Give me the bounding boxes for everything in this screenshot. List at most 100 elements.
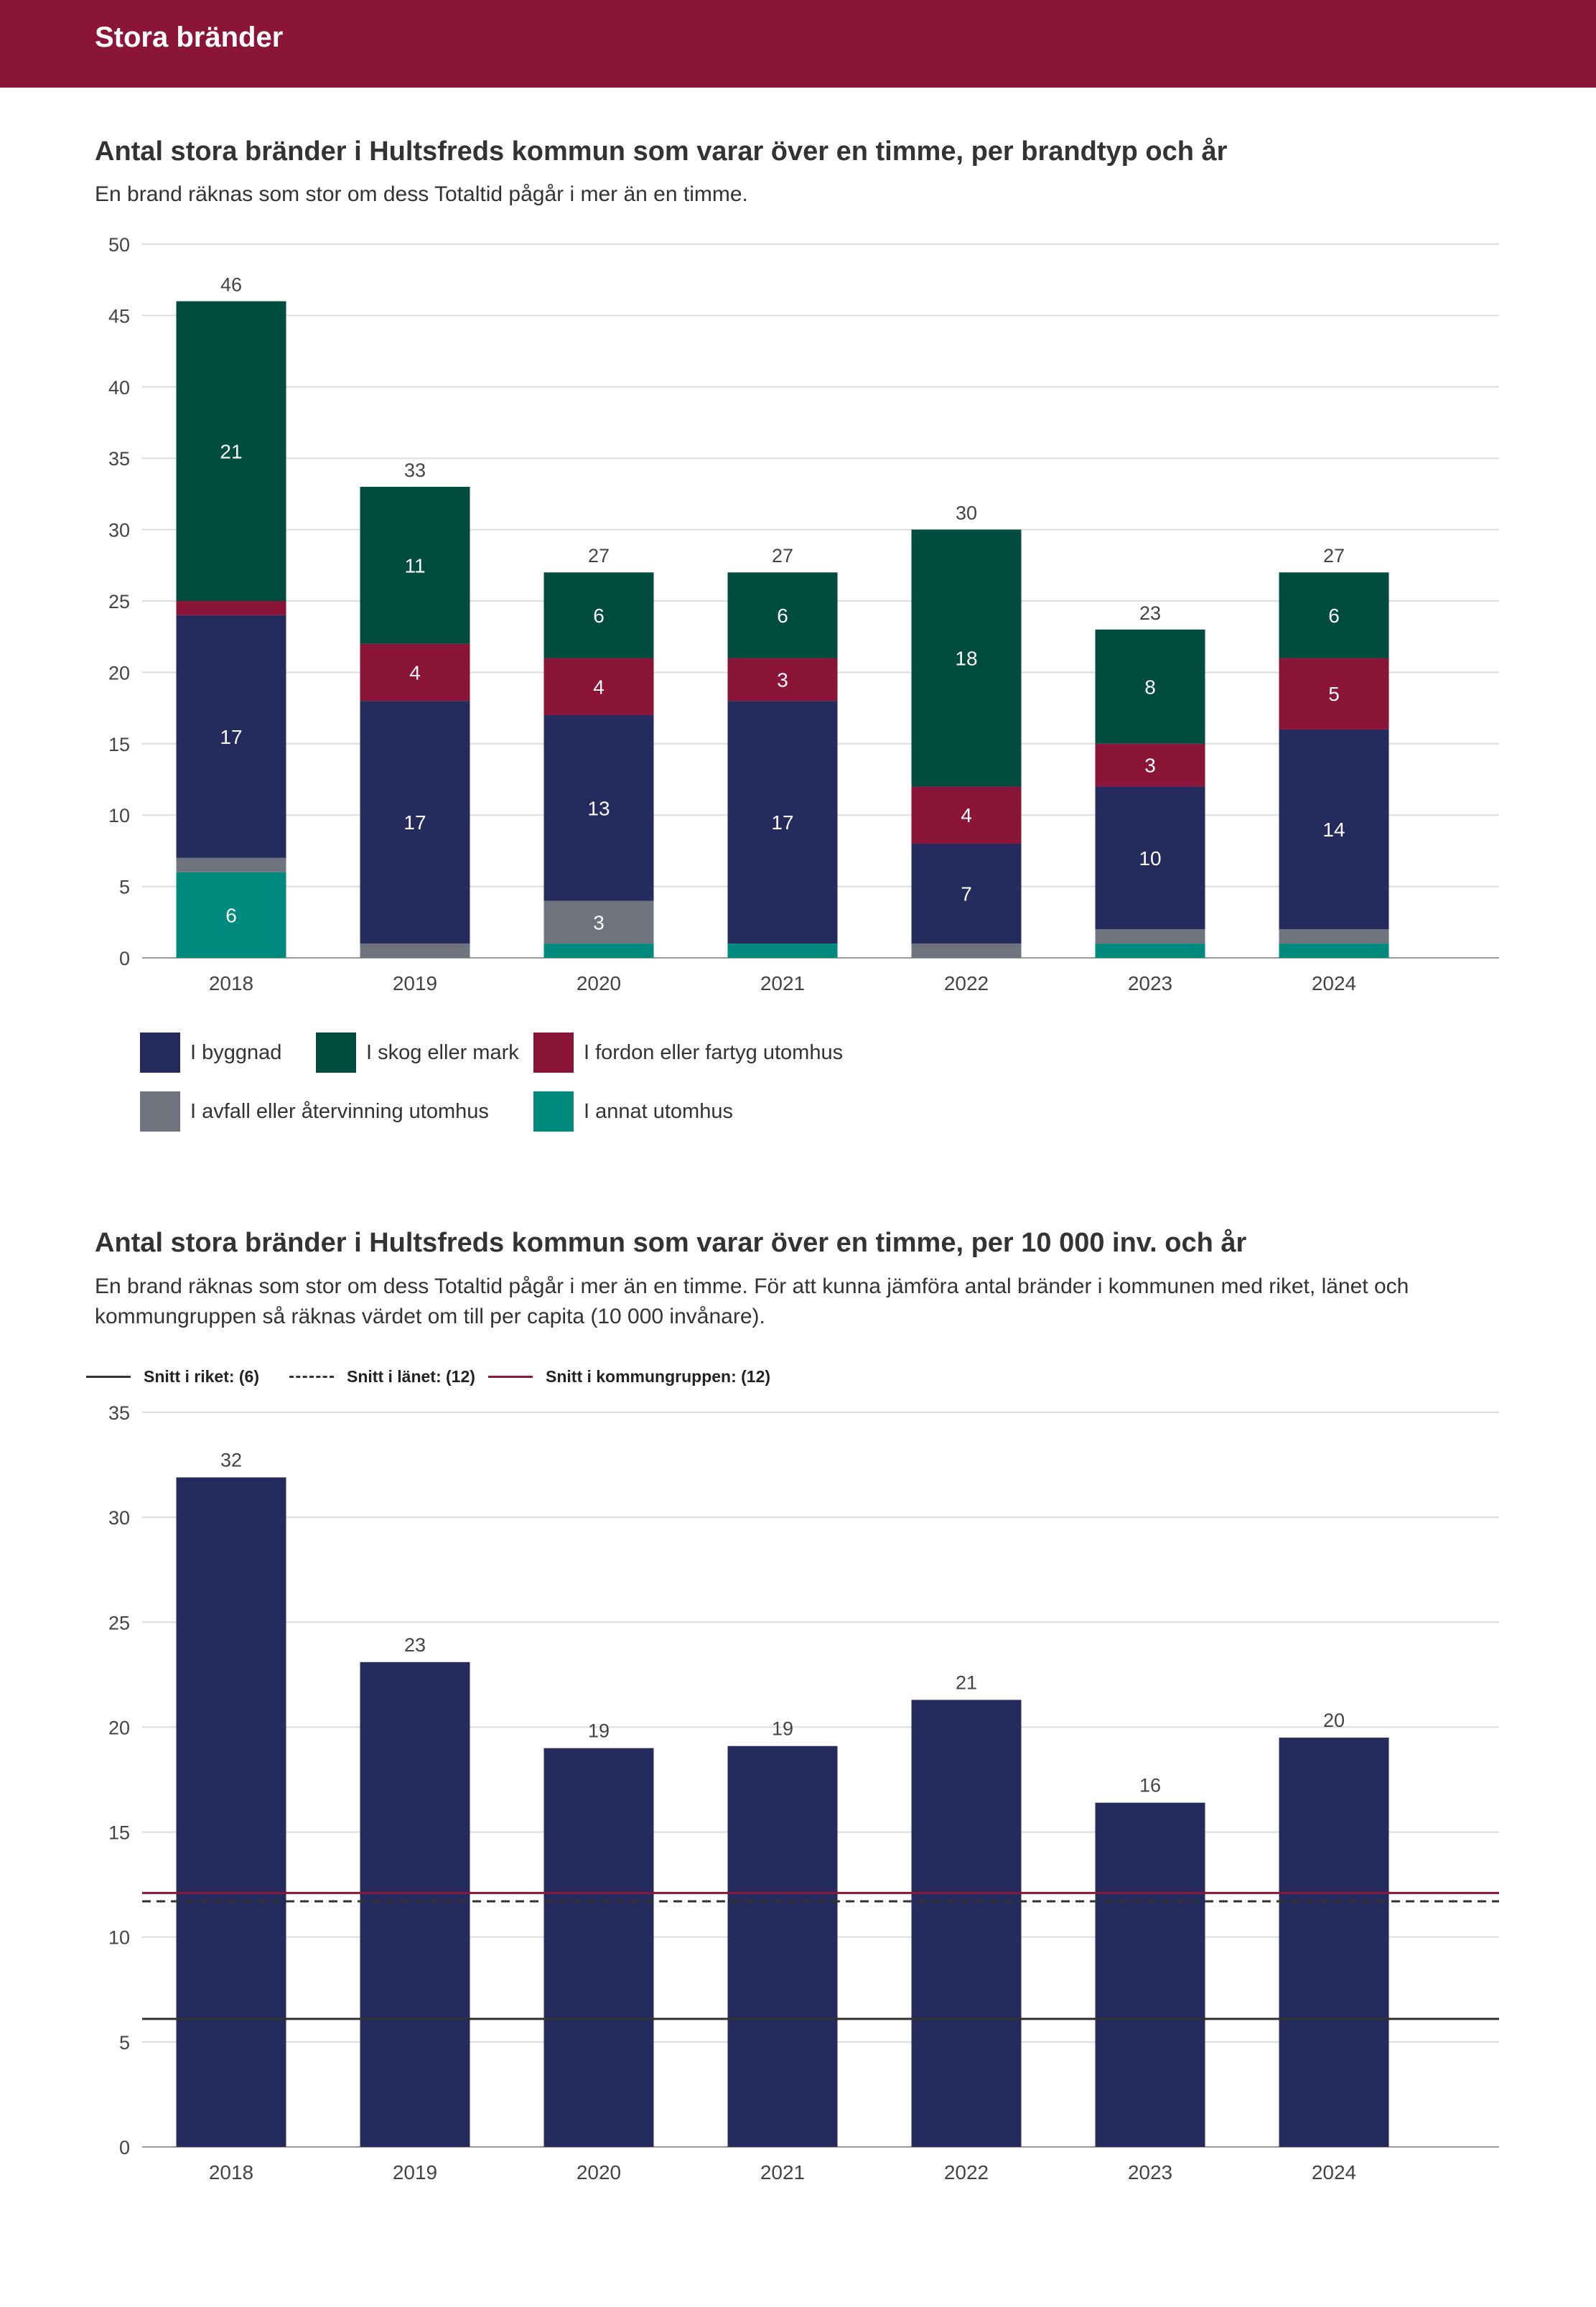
segment-value-label: 7: [961, 883, 972, 905]
bar-total-label: 23: [1139, 602, 1161, 624]
bar-segment: [1095, 786, 1205, 930]
reference-legend-label: Snitt i kommungruppen: (12): [546, 1367, 771, 1386]
bar-segment: [1279, 929, 1389, 944]
y-tick-label: 25: [108, 1612, 130, 1633]
y-tick-label: 5: [119, 2032, 130, 2054]
bar-segment: [543, 715, 654, 901]
segment-value-label: 6: [777, 605, 788, 627]
legend-item: I byggnad: [140, 1033, 281, 1073]
x-tick-label: 2019: [393, 972, 437, 994]
legend-item: I annat utomhus: [533, 1091, 733, 1132]
y-tick-label: 35: [108, 448, 130, 470]
segment-value-label: 11: [404, 554, 425, 577]
bar-segment: [176, 601, 286, 615]
legend-label: I fordon eller fartyg utomhus: [584, 1040, 844, 1064]
bar-total-label: 27: [588, 545, 610, 567]
y-tick-label: 35: [108, 1402, 130, 1424]
legend-item: I skog eller mark: [316, 1033, 519, 1073]
chart2-title: Antal stora bränder i Hultsfreds kommun …: [95, 1228, 1247, 1258]
y-tick-label: 20: [108, 1717, 130, 1738]
reference-legend-line: [488, 1376, 533, 1378]
y-tick-label: 15: [108, 734, 130, 755]
legend-item: I fordon eller fartyg utomhus: [533, 1033, 843, 1073]
bar-segment: [727, 701, 838, 944]
chart1-title: Antal stora bränder i Hultsfreds kommun …: [95, 136, 1228, 167]
y-tick-label: 30: [108, 1507, 130, 1529]
header-bar: Stora bränder: [0, 0, 1596, 88]
x-tick-label: 2024: [1312, 972, 1356, 994]
bar-segment: [911, 786, 1022, 844]
page-title: Stora bränder: [95, 22, 284, 53]
bar-segment: [360, 701, 470, 944]
bar-segment: [1279, 658, 1389, 730]
x-tick-label: 2018: [209, 972, 253, 994]
bar: [360, 1661, 470, 2147]
legend-swatch: [140, 1033, 180, 1073]
y-tick-label: 25: [108, 591, 130, 612]
segment-value-label: 17: [403, 811, 426, 834]
segment-value-label: 14: [1322, 819, 1345, 841]
segment-value-label: 4: [961, 804, 972, 826]
segment-value-label: 21: [220, 440, 242, 462]
bar-segment: [543, 943, 654, 958]
reference-legend-label: Snitt i länet: (12): [347, 1367, 475, 1386]
x-tick-label: 2022: [944, 2161, 989, 2184]
bar: [911, 1700, 1022, 2147]
legend-swatch: [533, 1033, 574, 1073]
legend-label: I byggnad: [190, 1040, 282, 1064]
y-tick-label: 30: [108, 520, 130, 541]
legend-swatch: [316, 1033, 356, 1073]
bar-segment: [543, 900, 654, 944]
bar-total-label: 30: [956, 503, 977, 524]
legend-item: I avfall eller återvinning utomhus: [140, 1091, 489, 1132]
bar-value-label: 23: [404, 1634, 426, 1656]
bar-total-label: 27: [772, 545, 793, 567]
bar-value-label: 19: [588, 1720, 610, 1742]
bar-segment: [543, 572, 654, 658]
reference-legend-item: Snitt i riket: (6): [86, 1367, 259, 1386]
bar-segment: [176, 615, 286, 858]
segment-value-label: 17: [220, 726, 242, 748]
bar-total-label: 27: [1323, 545, 1345, 567]
bar: [727, 1746, 838, 2147]
segment-value-label: 17: [771, 811, 793, 834]
x-tick-label: 2022: [944, 972, 989, 994]
bar: [543, 1748, 654, 2147]
chart1-plot: 0510152025303540455061721462018174113320…: [108, 234, 1499, 994]
y-tick-label: 0: [119, 948, 130, 969]
bar-segment: [911, 529, 1022, 787]
segment-value-label: 13: [587, 797, 610, 819]
y-tick-label: 40: [108, 377, 130, 399]
bar-segment: [360, 943, 470, 958]
x-tick-label: 2023: [1128, 972, 1172, 994]
bar-segment: [176, 857, 286, 872]
reference-legend-item: Snitt i kommungruppen: (12): [488, 1367, 770, 1386]
legend-label: I annat utomhus: [584, 1099, 733, 1123]
y-tick-label: 15: [108, 1822, 130, 1844]
segment-value-label: 18: [955, 648, 977, 670]
y-tick-label: 0: [119, 2137, 130, 2158]
chart1-subtitle: En brand räknas som stor om dess Totalti…: [95, 182, 748, 206]
bar-segment: [727, 572, 838, 658]
bar-segment: [176, 872, 286, 958]
bar-total-label: 46: [220, 274, 242, 296]
bar: [176, 1477, 286, 2147]
segment-value-label: 3: [1144, 755, 1156, 777]
bar-segment: [727, 943, 838, 958]
bar-segment: [911, 843, 1022, 944]
legend-swatch: [533, 1091, 574, 1132]
reference-legend-label: Snitt i riket: (6): [144, 1367, 260, 1386]
y-tick-label: 20: [108, 662, 130, 684]
x-tick-label: 2020: [577, 2161, 621, 2184]
x-tick-label: 2021: [760, 2161, 805, 2184]
legend-label: I skog eller mark: [366, 1040, 519, 1064]
segment-value-label: 6: [225, 904, 237, 926]
bar-segment: [1279, 729, 1389, 930]
segment-value-label: 5: [1328, 683, 1340, 705]
bar-value-label: 20: [1323, 1710, 1345, 1731]
bar-segment: [1095, 929, 1205, 944]
bar-value-label: 32: [220, 1450, 242, 1471]
legend-label: I avfall eller återvinning utomhus: [190, 1099, 489, 1123]
bar-value-label: 16: [1139, 1775, 1161, 1796]
